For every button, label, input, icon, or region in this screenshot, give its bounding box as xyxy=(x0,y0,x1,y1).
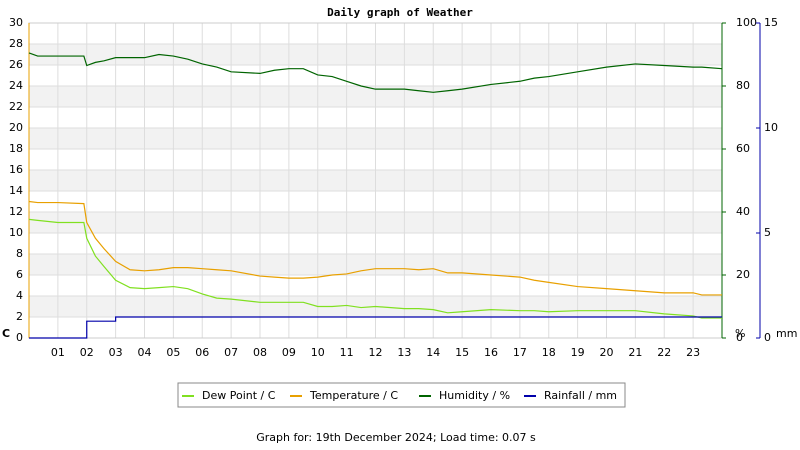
x-tick-label: 03 xyxy=(109,346,123,359)
x-tick-label: 10 xyxy=(311,346,325,359)
x-tick-label: 13 xyxy=(397,346,411,359)
x-tick-label: 18 xyxy=(542,346,556,359)
y2-tick-label: 80 xyxy=(736,79,750,92)
y2-tick-label: 0 xyxy=(736,331,743,344)
legend-box xyxy=(177,382,626,408)
y3-tick-label: 0 xyxy=(764,331,771,344)
x-tick-label: 06 xyxy=(195,346,209,359)
y-tick-label: 26 xyxy=(9,58,23,71)
x-tick-label: 11 xyxy=(340,346,354,359)
y-tick-label: 12 xyxy=(9,205,23,218)
x-tick-label: 05 xyxy=(166,346,180,359)
series-line xyxy=(28,218,722,319)
x-tick-label: 08 xyxy=(253,346,267,359)
x-tick-label: 16 xyxy=(484,346,498,359)
series-line xyxy=(28,200,722,296)
y-tick-label: 24 xyxy=(9,79,23,92)
legend-label: Temperature / C xyxy=(309,389,398,402)
x-tick-label: 19 xyxy=(571,346,585,359)
footer: Graph for: 19th December 2024; Load time… xyxy=(256,431,536,444)
y3-unit: mm xyxy=(776,327,797,340)
y-tick-label: 2 xyxy=(16,310,23,323)
y-tick-label: 20 xyxy=(9,121,23,134)
legend-label: Humidity / % xyxy=(439,389,510,402)
series-line xyxy=(28,52,723,93)
x-tick-label: 15 xyxy=(455,346,469,359)
y2-tick-label: 60 xyxy=(736,142,750,155)
series-line xyxy=(29,316,722,339)
x-tick-label: 07 xyxy=(224,346,238,359)
x-tick-label: 12 xyxy=(369,346,383,359)
legend-label: Rainfall / mm xyxy=(544,389,617,402)
y-unit: C xyxy=(2,327,10,340)
y-tick-label: 22 xyxy=(9,100,23,113)
y3-tick-label: 15 xyxy=(764,16,778,29)
y-tick-label: 8 xyxy=(16,247,23,260)
y-tick-label: 16 xyxy=(9,163,23,176)
y-tick-label: 0 xyxy=(16,331,23,344)
y-tick-label: 4 xyxy=(16,289,23,302)
y2-tick-label: 40 xyxy=(736,205,750,218)
y-tick-label: 30 xyxy=(9,16,23,29)
x-tick-label: 14 xyxy=(426,346,440,359)
y2-tick-label: 20 xyxy=(736,268,750,281)
y-tick-label: 14 xyxy=(9,184,23,197)
x-tick-label: 17 xyxy=(513,346,527,359)
chart-title: Daily graph of Weather xyxy=(327,6,473,19)
y2-unit: % xyxy=(735,327,745,340)
y-tick-label: 6 xyxy=(16,268,23,281)
x-tick-label: 23 xyxy=(686,346,700,359)
y3-tick-label: 10 xyxy=(764,121,778,134)
y-tick-label: 18 xyxy=(9,142,23,155)
y2-tick-label: 100 xyxy=(736,16,757,29)
x-tick-label: 01 xyxy=(51,346,65,359)
x-tick-label: 09 xyxy=(282,346,296,359)
y-tick-label: 10 xyxy=(9,226,23,239)
legend-label: Dew Point / C xyxy=(202,389,276,402)
x-tick-label: 20 xyxy=(600,346,614,359)
x-tick-label: 22 xyxy=(657,346,671,359)
y3-tick-label: 5 xyxy=(764,226,771,239)
x-tick-label: 02 xyxy=(80,346,94,359)
x-tick-label: 04 xyxy=(138,346,152,359)
x-tick-label: 21 xyxy=(628,346,642,359)
y-tick-label: 28 xyxy=(9,37,23,50)
